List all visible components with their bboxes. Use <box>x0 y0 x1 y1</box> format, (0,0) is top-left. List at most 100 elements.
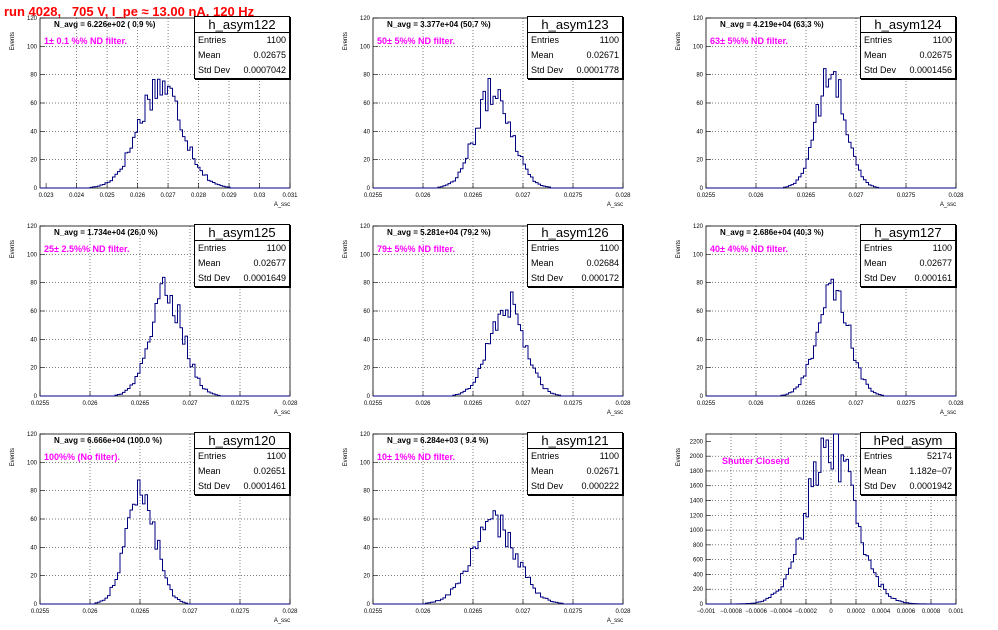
y-tick-label: 40 <box>30 545 37 551</box>
x-tick-label: −0.0006 <box>745 609 768 615</box>
navg-label: N_avg = 6.666e+04 (100.0 %) <box>54 436 162 445</box>
navg-label: N_avg = 2.686e+04 (40.3 %) <box>720 228 824 237</box>
histogram-pad-hPed_asym: −0.001 −0.0008 −0.0006 −0.0004 −0.0002 0 0.000… <box>666 422 998 630</box>
stats-label: Mean <box>531 50 554 60</box>
histogram-pad-h_asym126: 0.0255 0.026 0.0265 0.027 0.0275 0.028 0 20 40 60… <box>333 214 666 422</box>
histogram-line <box>373 78 623 189</box>
x-axis-title: A_ssc <box>940 202 956 208</box>
y-tick-label: 100 <box>360 460 371 466</box>
stats-value: 0.0001942 <box>909 481 952 491</box>
y-tick-label: 120 <box>360 224 371 230</box>
y-tick-label: 600 <box>693 558 704 564</box>
x-tick-label: 0.023 <box>39 193 55 199</box>
stats-label: Std Dev <box>198 481 231 491</box>
x-tick-label: 0.031 <box>282 193 298 199</box>
filter-note: 50± 5%% ND filter. <box>377 36 455 46</box>
x-tick-label: 0.0275 <box>564 193 583 199</box>
y-tick-label: 60 <box>696 309 703 315</box>
x-tick-label: 0.027 <box>848 193 864 199</box>
stats-row: Std Dev 0.0001942 <box>861 479 955 494</box>
histogram-svg-h_asym124: 0.0255 0.026 0.0265 0.027 0.0275 0.028 0 20 40 60… <box>676 16 964 208</box>
stats-label: Mean <box>864 258 887 268</box>
filter-note: 63± 5%% ND filter. <box>710 36 788 46</box>
x-tick-label: 0.0255 <box>364 609 383 615</box>
x-tick-label: 0.0265 <box>464 401 483 407</box>
x-axis-title: A_ssc <box>607 202 623 208</box>
stats-row: Std Dev 0.0001456 <box>861 63 955 78</box>
histogram-line <box>373 291 623 397</box>
y-tick-label: 40 <box>363 129 370 135</box>
x-tick-label: 0.0255 <box>697 401 716 407</box>
stats-title: h_asym127 <box>861 225 955 241</box>
stats-label: Entries <box>864 243 893 253</box>
stats-title: h_asym121 <box>528 433 622 449</box>
x-tick-label: 0.028 <box>948 401 964 407</box>
x-axis-title: A_ssc <box>607 410 623 416</box>
x-tick-label: 0.027 <box>515 193 531 199</box>
y-tick-label: 800 <box>693 543 704 549</box>
stats-value: 0.02671 <box>586 50 619 60</box>
x-tick-label: 0.0004 <box>872 609 891 615</box>
y-axis-title: Events <box>10 32 16 50</box>
y-tick-label: 1800 <box>690 469 704 475</box>
x-tick-label: 0.027 <box>182 401 198 407</box>
y-tick-label: 20 <box>30 366 37 372</box>
stats-value: 1100 <box>266 243 286 253</box>
y-tick-label: 80 <box>30 73 37 79</box>
y-tick-label: 20 <box>363 158 370 164</box>
navg-label: N_avg = 6.226e+02 ( 0.9 %) <box>54 20 156 29</box>
y-tick-label: 0 <box>34 602 38 608</box>
x-tick-label: 0.0008 <box>922 609 941 615</box>
filter-note: 40± 4%% ND filter. <box>710 244 788 254</box>
histogram-svg-h_asym126: 0.0255 0.026 0.0265 0.027 0.0275 0.028 0 20 40 60… <box>343 224 631 416</box>
y-axis-title: Events <box>10 448 16 466</box>
stats-value: 1100 <box>266 35 286 45</box>
y-tick-label: 0 <box>367 186 371 192</box>
stats-label: Mean <box>198 258 221 268</box>
histogram-line <box>373 510 623 605</box>
stats-value: 0.000172 <box>581 273 619 283</box>
y-axis-title: Events <box>676 240 682 258</box>
stats-row: Entries 1100 <box>195 449 289 464</box>
filter-note: Shutter Closerd <box>722 456 790 466</box>
x-tick-label: 0.025 <box>100 193 116 199</box>
y-tick-label: 60 <box>363 101 370 107</box>
stats-label: Entries <box>198 35 227 45</box>
x-tick-label: 0.0265 <box>797 193 816 199</box>
stats-label: Mean <box>531 466 554 476</box>
histogram-line <box>706 278 956 397</box>
y-tick-label: 20 <box>363 574 370 580</box>
stats-row: Entries 1100 <box>528 33 622 48</box>
x-tick-label: 0.027 <box>515 401 531 407</box>
histogram-pad-h_asym125: 0.0255 0.026 0.0265 0.027 0.0275 0.028 0 20 40 60… <box>0 214 333 422</box>
x-tick-label: 0.0265 <box>131 401 150 407</box>
x-tick-label: 0.0275 <box>231 401 250 407</box>
x-tick-label: 0.029 <box>222 193 238 199</box>
histogram-pad-h_asym121: 0.0255 0.026 0.0265 0.027 0.0275 0.028 0 20 40 60… <box>333 422 666 630</box>
x-tick-label: 0.0255 <box>364 193 383 199</box>
y-tick-label: 1200 <box>690 513 704 519</box>
stats-value: 0.02671 <box>586 466 619 476</box>
stats-value: 1100 <box>266 451 286 461</box>
histogram-line <box>706 68 956 189</box>
stats-row: Mean 0.02671 <box>528 464 622 479</box>
stats-label: Std Dev <box>198 273 231 283</box>
y-tick-label: 40 <box>696 129 703 135</box>
histogram-svg-h_asym122: 0.023 0.024 0.025 0.026 0.027 0.028 0.029 0.03 0… <box>10 16 298 208</box>
stats-title: h_asym124 <box>861 17 955 33</box>
stats-value: 1100 <box>599 243 619 253</box>
stats-box: h_asym125 Entries 1100 Mean 0.02677 Std Dev 0.… <box>194 224 290 287</box>
stats-value: 0.000161 <box>914 273 952 283</box>
filter-note: 100%% (No filter). <box>44 452 120 462</box>
stats-row: Std Dev 0.0001649 <box>195 271 289 286</box>
stats-row: Mean 0.02651 <box>195 464 289 479</box>
stats-label: Mean <box>864 50 887 60</box>
histogram-line <box>40 78 290 189</box>
histogram-pad-h_asym123: 0.0255 0.026 0.0265 0.027 0.0275 0.028 0 20 40 60… <box>333 6 666 214</box>
y-axis-title: Events <box>676 448 682 466</box>
x-axis-title: A_ssc <box>940 410 956 416</box>
stats-row: Std Dev 0.0001461 <box>195 479 289 494</box>
stats-row: Mean 0.02671 <box>528 48 622 63</box>
y-tick-label: 100 <box>693 44 704 50</box>
y-tick-label: 120 <box>693 16 704 22</box>
